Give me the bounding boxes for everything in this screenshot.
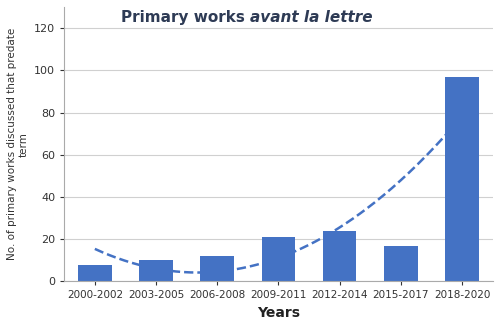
Y-axis label: No. of primary works discussed that predate
term: No. of primary works discussed that pred… bbox=[7, 28, 28, 260]
Bar bbox=[384, 246, 418, 282]
X-axis label: Years: Years bbox=[257, 306, 300, 320]
Bar bbox=[200, 256, 234, 282]
Bar bbox=[262, 237, 295, 282]
Text: avant la lettre: avant la lettre bbox=[250, 10, 372, 25]
Bar bbox=[445, 77, 479, 282]
Bar bbox=[323, 231, 356, 282]
Bar bbox=[139, 260, 173, 282]
Text: Primary works: Primary works bbox=[121, 10, 250, 25]
Bar bbox=[78, 265, 112, 282]
